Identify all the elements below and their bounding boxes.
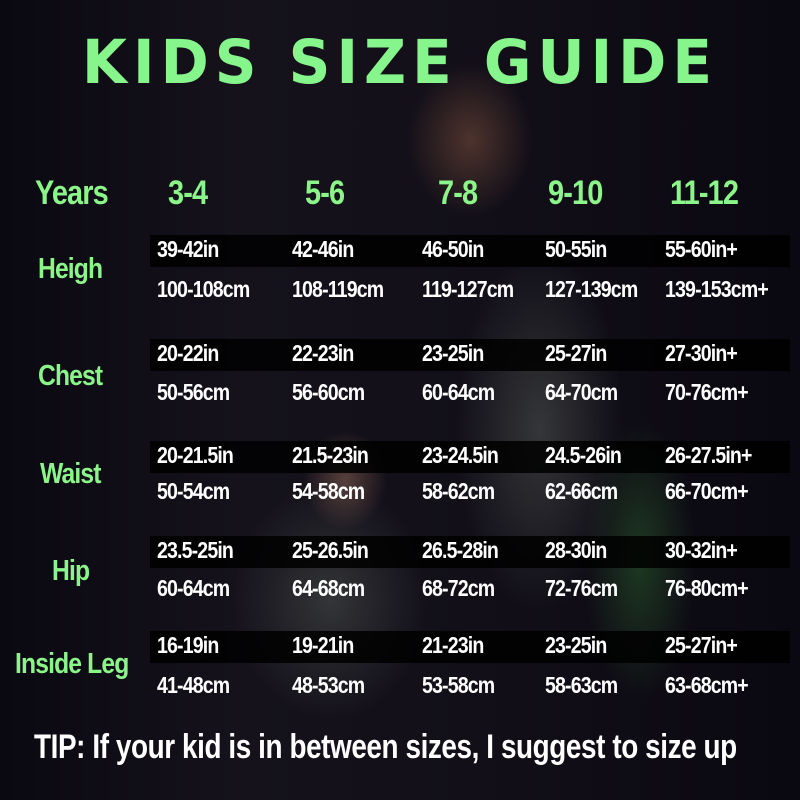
cell-cm: 66-70cm+ (665, 478, 749, 504)
cell-cm: 108-119cm (292, 276, 384, 302)
header-years-label: Years (35, 174, 109, 212)
cell-cm: 58-63cm (545, 672, 618, 698)
cell-inches: 23-25in (422, 340, 484, 366)
cell-inches: 25-26.5in (292, 537, 369, 563)
row-label: Inside Leg (15, 648, 129, 680)
cell-cm: 76-80cm+ (665, 575, 749, 601)
cell-cm: 100-108cm (157, 276, 250, 302)
cell-cm: 70-76cm+ (665, 379, 749, 405)
cell-inches: 30-32in+ (665, 537, 738, 563)
cell-inches: 55-60in+ (665, 236, 738, 262)
cell-cm: 63-68cm+ (665, 672, 749, 698)
cell-inches: 26-27.5in+ (665, 442, 752, 468)
cell-inches: 21-23in (422, 632, 484, 658)
cell-cm: 127-139cm (545, 276, 638, 302)
tip-text: TIP: If your kid is in between sizes, I … (34, 728, 737, 766)
cell-cm: 54-58cm (292, 478, 365, 504)
cell-cm: 60-64cm (157, 575, 230, 601)
cell-inches: 25-27in+ (665, 632, 738, 658)
cell-cm: 68-72cm (422, 575, 495, 601)
row-bar (150, 536, 790, 568)
cell-inches: 20-22in (157, 340, 219, 366)
header-size-3: 9-10 (548, 174, 603, 212)
row-label: Hip (52, 555, 90, 587)
cell-cm: 50-56cm (157, 379, 230, 405)
cell-cm: 48-53cm (292, 672, 365, 698)
header-size-1: 5-6 (305, 174, 345, 212)
cell-inches: 46-50in (422, 236, 484, 262)
header-size-0: 3-4 (168, 174, 208, 212)
row-label: Heigh (38, 253, 103, 285)
cell-cm: 58-62cm (422, 478, 495, 504)
cell-cm: 64-70cm (545, 379, 618, 405)
cell-cm: 50-54cm (157, 478, 230, 504)
cell-inches: 24.5-26in (545, 442, 622, 468)
cell-cm: 64-68cm (292, 575, 365, 601)
row-bar (150, 235, 790, 267)
cell-cm: 53-58cm (422, 672, 495, 698)
cell-cm: 72-76cm (545, 575, 618, 601)
cell-inches: 28-30in (545, 537, 607, 563)
cell-cm: 60-64cm (422, 379, 495, 405)
row-bar (150, 631, 790, 663)
row-bar (150, 339, 790, 371)
cell-cm: 41-48cm (157, 672, 230, 698)
header-size-4: 11-12 (670, 174, 739, 212)
row-label: Chest (38, 360, 103, 392)
cell-cm: 62-66cm (545, 478, 618, 504)
cell-inches: 23-24.5in (422, 442, 499, 468)
cell-inches: 23-25in (545, 632, 607, 658)
cell-inches: 21.5-23in (292, 442, 369, 468)
cell-inches: 39-42in (157, 236, 219, 262)
cell-inches: 25-27in (545, 340, 607, 366)
cell-cm: 139-153cm+ (665, 276, 769, 302)
cell-inches: 42-46in (292, 236, 354, 262)
cell-inches: 20-21.5in (157, 442, 234, 468)
header-size-2: 7-8 (438, 174, 478, 212)
cell-inches: 23.5-25in (157, 537, 234, 563)
cell-inches: 19-21in (292, 632, 354, 658)
cell-inches: 16-19in (157, 632, 219, 658)
row-label: Waist (40, 458, 101, 490)
cell-cm: 119-127cm (422, 276, 514, 302)
cell-inches: 50-55in (545, 236, 607, 262)
page-title: Kids Size Guide (82, 26, 718, 98)
row-bar (150, 441, 790, 473)
cell-cm: 56-60cm (292, 379, 365, 405)
cell-inches: 22-23in (292, 340, 354, 366)
cell-inches: 27-30in+ (665, 340, 738, 366)
cell-inches: 26.5-28in (422, 537, 499, 563)
